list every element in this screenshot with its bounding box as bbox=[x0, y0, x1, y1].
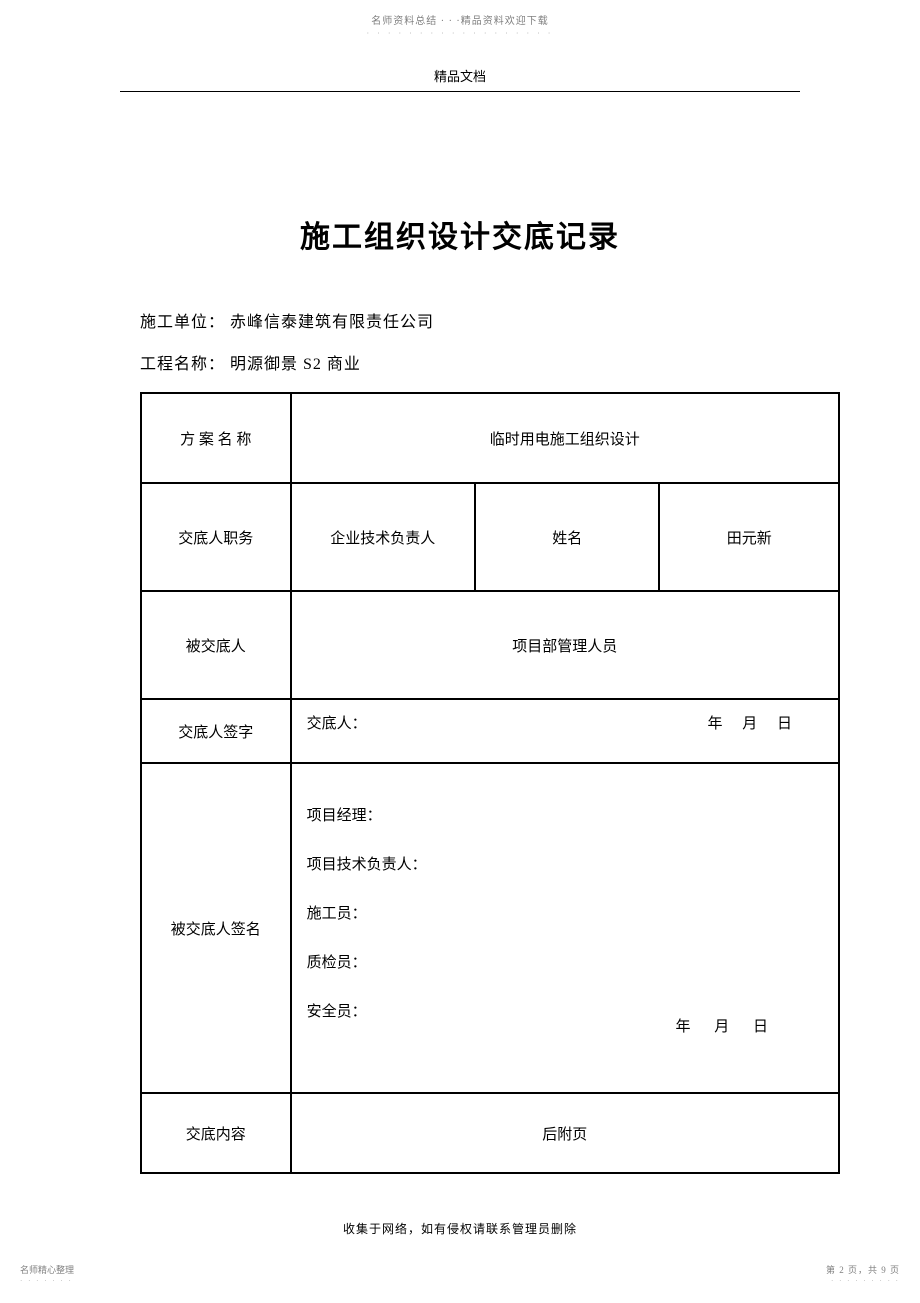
main-title: 施工组织设计交底记录 bbox=[20, 212, 900, 256]
role-tech-lead: 项目技术负责人： bbox=[307, 853, 830, 874]
role-constructor: 施工员： bbox=[307, 902, 830, 923]
bottom-right-text: 第 2 页，共 9 页 · · · · · · · · · bbox=[826, 1263, 900, 1285]
bottom-left-text: 名师精心整理 · · · · · · · bbox=[20, 1263, 74, 1285]
unit-value: 赤峰信泰建筑有限责任公司 bbox=[230, 314, 434, 331]
project-name-line: 工程名称： 明源御景 S2 商业 bbox=[140, 350, 900, 374]
sign-person-label: 交底人： bbox=[307, 712, 387, 733]
unit-label: 施工单位： bbox=[140, 314, 225, 331]
bottom-left-dots: · · · · · · · bbox=[20, 1277, 74, 1285]
signature-label: 交底人签字 bbox=[141, 699, 291, 763]
table-row-disclosure-position: 交底人职务 企业技术负责人 姓名 田元新 bbox=[141, 483, 839, 591]
table-row-recipient-signature: 被交底人签名 项目经理： 项目技术负责人： 施工员： 质检员： 安全员： 年 月… bbox=[141, 763, 839, 1093]
content-value: 后附页 bbox=[291, 1093, 839, 1173]
bottom-left-label: 名师精心整理 bbox=[20, 1263, 74, 1276]
roles-cell: 项目经理： 项目技术负责人： 施工员： 质检员： 安全员： 年 月 日 bbox=[291, 763, 839, 1093]
recipient-label: 被交底人 bbox=[141, 591, 291, 699]
role-project-manager: 项目经理： bbox=[307, 804, 830, 825]
name-value: 田元新 bbox=[659, 483, 839, 591]
sign-date: 年 月 日 bbox=[707, 712, 800, 733]
disclosure-position-label: 交底人职务 bbox=[141, 483, 291, 591]
role-qc: 质检员： bbox=[307, 951, 830, 972]
page-number: 第 2 页，共 9 页 bbox=[826, 1263, 900, 1276]
recipient-signature-label: 被交底人签名 bbox=[141, 763, 291, 1093]
top-header-dots: · · · · · · · · · · · · · · · · · · bbox=[20, 29, 900, 38]
table-row-signature: 交底人签字 交底人： 年 月 日 bbox=[141, 699, 839, 763]
roles-date: 年 月 日 bbox=[675, 1015, 778, 1036]
plan-name-label: 方 案 名 称 bbox=[141, 393, 291, 483]
disclosure-position-value: 企业技术负责人 bbox=[291, 483, 475, 591]
info-section: 施工单位： 赤峰信泰建筑有限责任公司 工程名称： 明源御景 S2 商业 bbox=[140, 308, 900, 374]
main-table: 方 案 名 称 临时用电施工组织设计 交底人职务 企业技术负责人 姓名 田元新 … bbox=[140, 392, 840, 1174]
top-header-text: 名师资料总结 · · ·精品资料欢迎下载 bbox=[20, 10, 900, 27]
recipient-value: 项目部管理人员 bbox=[291, 591, 839, 699]
content-label: 交底内容 bbox=[141, 1093, 291, 1173]
table-row-recipient: 被交底人 项目部管理人员 bbox=[141, 591, 839, 699]
construction-unit-line: 施工单位： 赤峰信泰建筑有限责任公司 bbox=[140, 308, 900, 332]
table-row-plan-name: 方 案 名 称 临时用电施工组织设计 bbox=[141, 393, 839, 483]
bottom-right-dots: · · · · · · · · · bbox=[826, 1277, 900, 1285]
table-row-content: 交底内容 后附页 bbox=[141, 1093, 839, 1173]
plan-name-value: 临时用电施工组织设计 bbox=[291, 393, 839, 483]
name-label: 姓名 bbox=[475, 483, 659, 591]
project-label: 工程名称： bbox=[140, 356, 225, 373]
sub-header-text: 精品文档 bbox=[120, 66, 800, 92]
signature-cell: 交底人： 年 月 日 bbox=[291, 699, 839, 763]
project-value: 明源御景 S2 商业 bbox=[230, 356, 361, 373]
footer-note: 收集于网络，如有侵权请联系管理员删除 bbox=[20, 1220, 900, 1237]
